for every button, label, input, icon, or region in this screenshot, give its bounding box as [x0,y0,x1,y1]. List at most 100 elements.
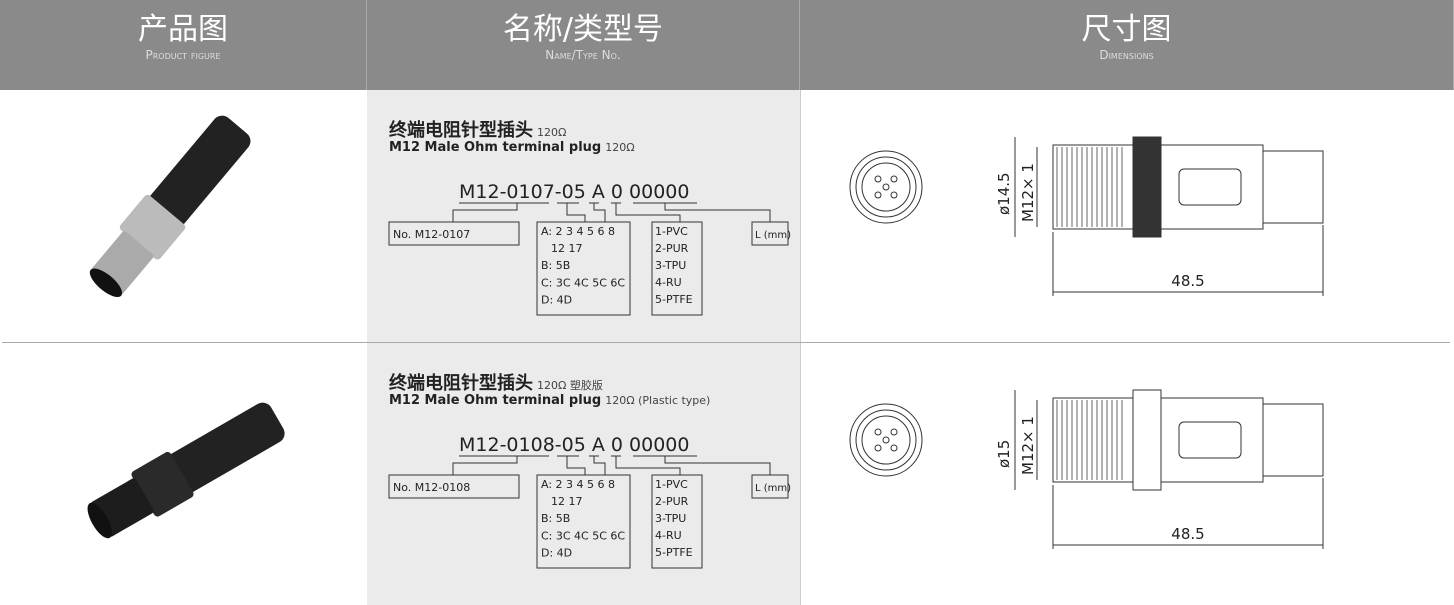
pin-option: 12 17 [551,495,583,508]
material: 4-RU [655,529,682,542]
type-code: M12-0108-05 A 0 00000 [459,434,689,456]
pin [890,428,898,436]
pin-option: 12 17 [551,242,583,255]
dimension-cell: ø14.5 M12× 1 48.5 [800,90,1451,342]
pin-option: B: 5B [541,259,570,272]
material: 4-RU [655,276,682,289]
material: 3-TPU [655,512,686,525]
box [536,474,631,569]
pin [890,175,898,183]
type-code: M12-0107-05 A 0 00000 [459,181,689,203]
body [147,115,251,228]
name: 终端电阻针型插头 [389,373,533,394]
name-cell: 终端电阻针型插头 120Ω 塑胶版 M12 Male Ohm terminal pl… [367,343,800,605]
diameter: ø15 [995,440,1013,468]
dimension-cell: ø15 M12× 1 48.5 [800,343,1451,605]
header-subtitle: Name/Type No. [545,48,621,62]
window [1178,168,1242,206]
pin-option: D: 4D [541,293,572,306]
box [536,221,631,316]
name-en-suffix: 120Ω (Plastic type) [605,394,711,407]
nut [1132,136,1162,238]
box [388,221,520,246]
name-suffix: 120Ω [537,126,567,139]
nut [1132,389,1162,491]
header-cell: 尺寸图 Dimensions [800,0,1454,90]
body [166,402,285,494]
overall-length: 48.5 [1171,525,1204,543]
thread-size: M12× 1 [1019,163,1037,222]
image-cell [2,343,368,605]
leader [593,456,606,475]
face [89,268,123,298]
front-view [855,409,917,471]
pin-option: B: 5B [541,512,570,525]
pin [874,175,882,183]
front-view [849,403,923,477]
pin [882,183,890,191]
thread [1052,144,1134,230]
product-image [87,402,285,539]
front-view [855,156,917,218]
face [87,502,112,539]
material: 1-PVC [655,225,688,238]
pin [874,428,882,436]
product-name: 终端电阻针型插头 120Ω [389,116,566,142]
pin-option: A: 2 3 4 5 6 8 [541,225,615,238]
connector [89,115,251,298]
material: 5-PTFE [655,546,693,559]
name-en: M12 Male Ohm terminal plug [389,393,602,408]
product-name-en: M12 Male Ohm terminal plug 120Ω (Plastic … [389,393,710,408]
pin [890,444,898,452]
name-cell: 终端电阻针型插头 120Ω M12 Male Ohm terminal plug 12… [367,90,800,342]
pin [882,436,890,444]
table-row: 终端电阻针型插头 120Ω 塑胶版 M12 Male Ohm terminal pl… [2,343,1450,605]
length-label: L (mm) [755,230,791,241]
header-title: 产品图 [138,12,228,47]
tail [1262,150,1324,224]
thread [1052,397,1134,483]
pin-option: A: 2 3 4 5 6 8 [541,478,615,491]
code-diagram: M12-0108-05 A 0 00000 No. M12-0108 A: 2 3 … [388,434,791,569]
product-name: 终端电阻针型插头 120Ω 塑胶版 [389,369,603,395]
body [1160,397,1264,483]
part-no: No. M12-0108 [393,481,470,494]
material: 1-PVC [655,478,688,491]
leader [566,203,586,222]
pin-option: C: 3C 4C 5C 6C [541,276,625,289]
product-name-en: M12 Male Ohm terminal plug 120Ω [389,140,635,155]
header-title: 名称/类型号 [502,12,664,47]
window [1178,421,1242,459]
name-en: M12 Male Ohm terminal plug [389,140,602,155]
grip [119,194,186,260]
product-image [89,115,251,298]
thread-size: M12× 1 [1019,416,1037,475]
pin [890,191,898,199]
leader [615,203,681,222]
diameter: ø14.5 [995,172,1013,215]
code-diagram: M12-0107-05 A 0 00000 No. M12-0107 A: 2 3 … [388,181,791,316]
front-view [849,150,923,224]
leader [664,203,771,222]
box [651,221,703,316]
pin-option: C: 3C 4C 5C 6C [541,529,625,542]
header-cell: 名称/类型号 Name/Type No. [367,0,800,90]
front-view [861,162,911,212]
header-subtitle: Product figure [145,48,221,62]
leader [566,456,586,475]
leader [452,456,518,475]
pin [874,444,882,452]
leader [593,203,606,222]
image-cell [2,90,368,342]
tail [1262,403,1324,477]
box [388,474,520,499]
material: 3-TPU [655,259,686,272]
front-view [861,415,911,465]
material: 2-PUR [655,242,689,255]
leader [615,456,681,475]
header-title: 尺寸图 [1081,12,1172,47]
length-label: L (mm) [755,483,791,494]
material: 5-PTFE [655,293,693,306]
box [751,221,789,246]
